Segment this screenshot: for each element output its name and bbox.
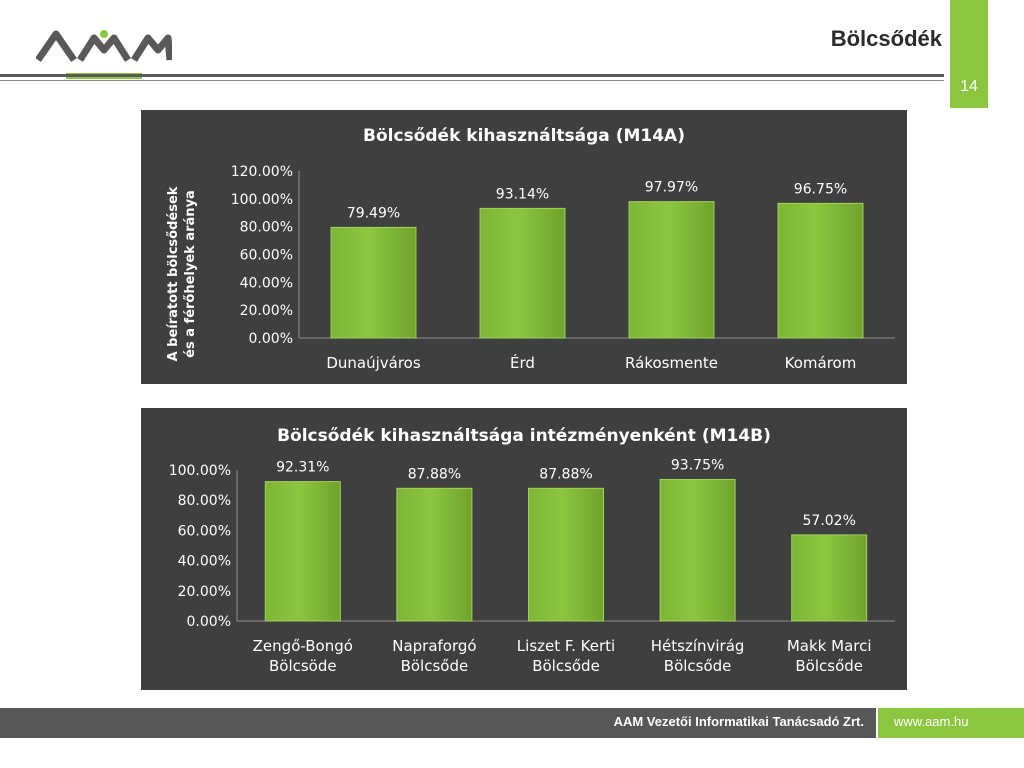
data-label: 97.97%	[645, 180, 698, 196]
chart-m14a: Bölcsődék kihasználtsága (M14A) A beírato…	[141, 110, 907, 384]
x-tick-label: Komárom	[785, 354, 857, 372]
y-tick-label: 80.00%	[240, 220, 293, 236]
header-divider-thin	[0, 80, 944, 81]
x-tick-label: Makk Marci	[787, 637, 872, 655]
bar	[479, 207, 566, 339]
y-axis-label: és a férőhelyek aránya	[183, 190, 198, 358]
bar	[628, 201, 715, 339]
data-label: 96.75%	[794, 181, 847, 197]
x-tick-label: Bölcsőde	[664, 657, 732, 675]
data-label: 87.88%	[408, 466, 461, 482]
chart-m14b-svg: Bölcsődék kihasználtsága intézményenként…	[169, 426, 895, 675]
y-tick-label: 40.00%	[178, 554, 231, 570]
bar	[330, 226, 417, 339]
chart-title: Bölcsődék kihasználtsága (M14A)	[363, 126, 685, 146]
y-axis-label: A beíratott bölcsődések	[166, 186, 181, 361]
chart-m14a-svg: Bölcsődék kihasználtsága (M14A) A beírato…	[166, 126, 895, 372]
y-tick-label: 60.00%	[240, 248, 293, 264]
data-label: 93.75%	[671, 457, 724, 473]
x-tick-label: Bölcsöde	[269, 657, 337, 675]
y-tick-label: 60.00%	[178, 523, 231, 539]
y-tick-label: 80.00%	[178, 493, 231, 509]
bar	[527, 487, 605, 622]
bar	[264, 481, 341, 622]
footer-company: AAM Vezetői Informatikai Tanácsadó Zrt.	[613, 714, 864, 729]
y-tick-label: 0.00%	[187, 614, 231, 630]
x-tick-label: Dunaújváros	[326, 354, 421, 372]
footer-url[interactable]: www.aam.hu	[894, 714, 969, 729]
bar	[777, 202, 864, 339]
y-tick-label: 100.00%	[169, 463, 231, 479]
aam-logo	[36, 30, 172, 62]
page-tab	[950, 0, 988, 108]
footer-url-bar	[878, 708, 1024, 738]
bar	[791, 534, 868, 622]
bar	[659, 478, 736, 622]
x-tick-label: Zengő-Bongó	[253, 637, 353, 655]
y-tick-label: 0.00%	[249, 331, 293, 347]
y-tick-label: 120.00%	[231, 164, 293, 180]
y-tick-label: 20.00%	[178, 584, 231, 600]
x-tick-label: Hétszínvirág	[651, 637, 745, 655]
x-tick-label: Bölcsőde	[532, 657, 600, 675]
x-tick-label: Bölcsőde	[401, 657, 469, 675]
header-divider	[0, 74, 944, 77]
y-tick-label: 100.00%	[231, 192, 293, 208]
data-label: 92.31%	[276, 460, 329, 476]
y-tick-label: 40.00%	[240, 275, 293, 291]
bar	[396, 487, 473, 622]
data-label: 93.14%	[496, 186, 549, 202]
footer-bar	[0, 708, 876, 738]
x-tick-label: Rákosmente	[625, 354, 718, 372]
data-label: 79.49%	[347, 205, 400, 221]
data-label: 57.02%	[803, 513, 856, 529]
x-tick-label: Liszet F. Kerti	[517, 637, 615, 655]
data-label: 87.88%	[539, 466, 592, 482]
page-number: 14	[960, 78, 978, 95]
chart-m14b: Bölcsődék kihasználtsága intézményenként…	[141, 408, 907, 690]
x-tick-label: Érd	[510, 353, 535, 372]
page-title: Bölcsődék	[830, 26, 942, 51]
x-tick-label: Napraforgó	[392, 637, 476, 655]
chart-title: Bölcsődék kihasználtsága intézményenként…	[277, 426, 771, 446]
y-tick-label: 20.00%	[240, 303, 293, 319]
x-tick-label: Bölcsőde	[795, 657, 863, 675]
